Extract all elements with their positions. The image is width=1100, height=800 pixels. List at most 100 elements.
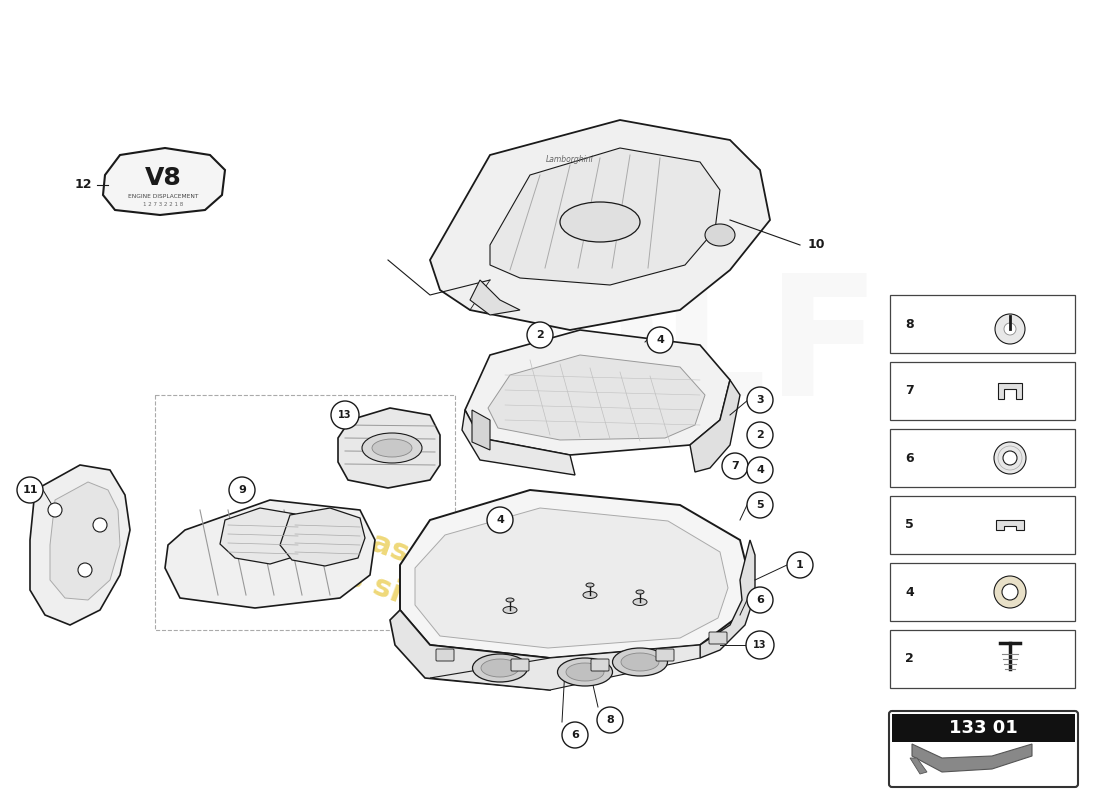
Circle shape bbox=[786, 552, 813, 578]
Polygon shape bbox=[50, 482, 120, 600]
Circle shape bbox=[747, 587, 773, 613]
Text: 5: 5 bbox=[905, 518, 914, 531]
Polygon shape bbox=[462, 410, 575, 475]
Ellipse shape bbox=[632, 598, 647, 606]
Text: OLF: OLF bbox=[519, 269, 881, 431]
FancyBboxPatch shape bbox=[889, 711, 1078, 787]
Ellipse shape bbox=[560, 202, 640, 242]
Circle shape bbox=[722, 453, 748, 479]
FancyBboxPatch shape bbox=[710, 632, 727, 644]
Text: 2: 2 bbox=[905, 653, 914, 666]
Polygon shape bbox=[465, 330, 730, 455]
Circle shape bbox=[747, 492, 773, 518]
Ellipse shape bbox=[621, 653, 659, 671]
FancyBboxPatch shape bbox=[892, 714, 1075, 742]
Polygon shape bbox=[488, 355, 705, 440]
Polygon shape bbox=[700, 540, 755, 658]
Polygon shape bbox=[890, 362, 1075, 420]
Circle shape bbox=[1002, 584, 1018, 600]
Circle shape bbox=[747, 387, 773, 413]
Text: 133 01: 133 01 bbox=[949, 719, 1018, 737]
Polygon shape bbox=[220, 508, 305, 564]
Text: 5: 5 bbox=[756, 500, 763, 510]
Circle shape bbox=[1003, 451, 1018, 465]
Circle shape bbox=[331, 401, 359, 429]
Text: 2: 2 bbox=[536, 330, 543, 340]
Text: 13: 13 bbox=[339, 410, 352, 420]
Text: 8: 8 bbox=[905, 318, 914, 330]
Circle shape bbox=[487, 507, 513, 533]
Circle shape bbox=[597, 707, 623, 733]
Text: 4: 4 bbox=[496, 515, 504, 525]
Circle shape bbox=[647, 327, 673, 353]
Polygon shape bbox=[430, 645, 700, 690]
Circle shape bbox=[994, 576, 1026, 608]
Text: 7: 7 bbox=[732, 461, 739, 471]
Polygon shape bbox=[400, 490, 750, 658]
Circle shape bbox=[746, 631, 774, 659]
Polygon shape bbox=[890, 563, 1075, 621]
Text: 4: 4 bbox=[656, 335, 664, 345]
Text: 2: 2 bbox=[756, 430, 763, 440]
Ellipse shape bbox=[566, 663, 604, 681]
Polygon shape bbox=[490, 148, 720, 285]
Text: 8: 8 bbox=[606, 715, 614, 725]
Polygon shape bbox=[910, 758, 927, 774]
Circle shape bbox=[996, 314, 1025, 344]
Polygon shape bbox=[430, 120, 770, 330]
Text: 3: 3 bbox=[756, 395, 763, 405]
Polygon shape bbox=[338, 408, 440, 488]
Text: 6: 6 bbox=[571, 730, 579, 740]
Ellipse shape bbox=[636, 590, 644, 594]
Circle shape bbox=[562, 722, 588, 748]
Circle shape bbox=[1004, 323, 1016, 335]
FancyBboxPatch shape bbox=[656, 649, 674, 661]
Circle shape bbox=[229, 477, 255, 503]
Text: 12: 12 bbox=[75, 178, 92, 191]
Ellipse shape bbox=[558, 658, 613, 686]
Text: 10: 10 bbox=[808, 238, 825, 251]
Ellipse shape bbox=[613, 648, 668, 676]
Polygon shape bbox=[30, 465, 130, 625]
Circle shape bbox=[48, 503, 62, 517]
Text: 9: 9 bbox=[238, 485, 246, 495]
Ellipse shape bbox=[583, 591, 597, 598]
Circle shape bbox=[16, 477, 43, 503]
Polygon shape bbox=[912, 744, 1032, 772]
Ellipse shape bbox=[473, 654, 528, 682]
Ellipse shape bbox=[586, 583, 594, 587]
Ellipse shape bbox=[705, 224, 735, 246]
Text: a passion for
parts since 1985: a passion for parts since 1985 bbox=[274, 498, 566, 662]
Text: 7: 7 bbox=[905, 385, 914, 398]
Polygon shape bbox=[890, 295, 1075, 353]
Polygon shape bbox=[890, 630, 1075, 688]
Ellipse shape bbox=[481, 659, 519, 677]
Ellipse shape bbox=[503, 606, 517, 614]
Circle shape bbox=[78, 563, 92, 577]
Ellipse shape bbox=[372, 439, 412, 457]
Polygon shape bbox=[996, 520, 1024, 530]
Polygon shape bbox=[472, 410, 490, 450]
Text: Lamborghini: Lamborghini bbox=[546, 155, 594, 165]
Polygon shape bbox=[690, 380, 740, 472]
Text: V8: V8 bbox=[144, 166, 182, 190]
Text: ENGINE DISPLACEMENT: ENGINE DISPLACEMENT bbox=[128, 194, 198, 198]
Polygon shape bbox=[890, 496, 1075, 554]
Polygon shape bbox=[998, 383, 1022, 399]
Text: 4: 4 bbox=[756, 465, 763, 475]
Circle shape bbox=[747, 457, 773, 483]
Ellipse shape bbox=[506, 598, 514, 602]
Text: 1: 1 bbox=[796, 560, 804, 570]
Text: 6: 6 bbox=[905, 451, 914, 465]
Polygon shape bbox=[165, 500, 375, 608]
Circle shape bbox=[94, 518, 107, 532]
Text: 4: 4 bbox=[905, 586, 914, 598]
Text: 1 2 7 3 2 2 1 8: 1 2 7 3 2 2 1 8 bbox=[143, 202, 183, 206]
Circle shape bbox=[994, 442, 1026, 474]
Circle shape bbox=[527, 322, 553, 348]
Ellipse shape bbox=[362, 433, 422, 463]
Circle shape bbox=[747, 422, 773, 448]
Polygon shape bbox=[470, 280, 520, 315]
FancyBboxPatch shape bbox=[436, 649, 454, 661]
Polygon shape bbox=[103, 148, 226, 215]
